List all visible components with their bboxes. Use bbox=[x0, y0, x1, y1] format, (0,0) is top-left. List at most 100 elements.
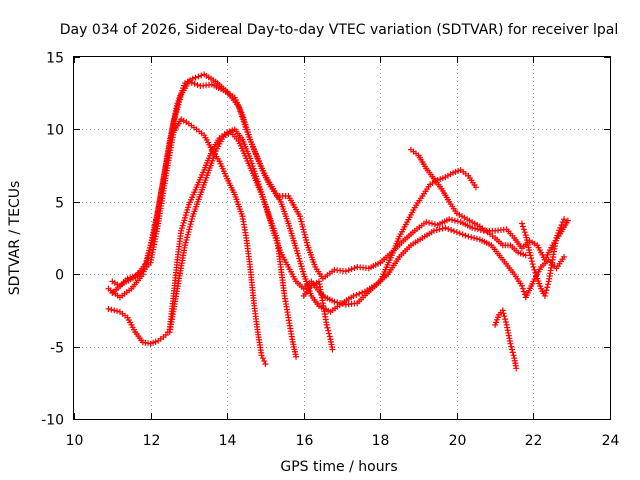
track-2-marker bbox=[192, 74, 199, 81]
track-8-marker bbox=[502, 316, 509, 323]
track-3-marker bbox=[108, 306, 115, 313]
track-2-point bbox=[469, 224, 476, 231]
track-3-point bbox=[105, 305, 112, 312]
track-2-marker bbox=[198, 72, 205, 79]
track-9-point bbox=[561, 216, 568, 223]
track-1-point bbox=[518, 282, 525, 289]
track-9-marker bbox=[529, 261, 536, 268]
track-1-marker bbox=[194, 81, 201, 88]
x-tick-label: 14 bbox=[219, 433, 237, 449]
track-5-point bbox=[182, 242, 189, 249]
track-2-point bbox=[189, 75, 196, 82]
axis-ticks: 10 12 14 16 18 20 22 24 -10 -5 0 5 10 15 bbox=[41, 51, 619, 450]
track-2-marker bbox=[298, 221, 305, 228]
track-9-marker bbox=[532, 269, 539, 276]
track-1-point bbox=[293, 245, 300, 252]
track-8-point bbox=[499, 307, 506, 314]
track-9-marker bbox=[528, 258, 535, 265]
track-3-marker bbox=[339, 300, 346, 307]
track-9-marker bbox=[521, 229, 528, 236]
track-6-marker bbox=[324, 324, 331, 331]
y-tick-label: 0 bbox=[55, 268, 64, 284]
track-2-marker bbox=[303, 239, 310, 246]
x-tick-label: 24 bbox=[602, 433, 620, 449]
track-9-marker bbox=[544, 281, 551, 288]
track-1-point bbox=[561, 253, 568, 260]
track-2-point bbox=[446, 216, 453, 223]
track-3-marker bbox=[184, 206, 191, 213]
track-2-marker bbox=[297, 215, 304, 222]
track-5-marker bbox=[188, 215, 195, 222]
track-1-marker bbox=[295, 252, 302, 259]
track-9-point bbox=[557, 224, 564, 231]
track-5-marker bbox=[188, 218, 195, 225]
track-1-marker bbox=[359, 289, 366, 296]
track-9-point bbox=[526, 249, 533, 256]
track-2-point bbox=[564, 217, 571, 224]
track-8-point bbox=[513, 365, 520, 372]
track-1-marker bbox=[298, 263, 305, 270]
data-points bbox=[105, 71, 571, 372]
track-8-marker bbox=[509, 349, 516, 356]
track-1-marker bbox=[294, 250, 301, 257]
track-5-marker bbox=[186, 226, 193, 233]
track-2-marker bbox=[345, 267, 352, 274]
y-axis-label: SDTVAR / TECUs bbox=[7, 181, 23, 296]
track-2-marker bbox=[449, 216, 456, 223]
track-5-marker bbox=[182, 239, 189, 246]
x-tick-label: 10 bbox=[66, 433, 84, 449]
track-2-point bbox=[423, 219, 430, 226]
track-3-marker bbox=[337, 300, 344, 307]
track-5-marker bbox=[186, 223, 193, 230]
track-3-point bbox=[178, 227, 185, 234]
track-1-marker bbox=[296, 258, 303, 265]
track-2-marker bbox=[302, 234, 309, 241]
track-1-marker bbox=[520, 288, 527, 295]
track-6-point bbox=[323, 321, 330, 328]
x-tick-label: 16 bbox=[296, 433, 314, 449]
track-5-point bbox=[293, 353, 300, 360]
track-1-point bbox=[350, 292, 357, 299]
track-1-point bbox=[430, 227, 437, 234]
track-2-marker bbox=[301, 231, 308, 238]
track-1-marker bbox=[356, 290, 363, 297]
track-9-marker bbox=[543, 287, 550, 294]
track-2-marker bbox=[351, 265, 358, 272]
track-2-marker bbox=[298, 218, 305, 225]
track-1-marker bbox=[519, 285, 526, 292]
x-tick-label: 20 bbox=[449, 433, 467, 449]
track-1-marker bbox=[445, 225, 452, 232]
track-3-point bbox=[473, 184, 479, 191]
track-6-marker bbox=[325, 330, 332, 337]
grid-lines bbox=[74, 57, 610, 419]
y-tick-label: 10 bbox=[46, 123, 64, 139]
track-9-marker bbox=[533, 272, 540, 279]
track-9-point bbox=[541, 292, 548, 299]
track-3-marker bbox=[185, 204, 192, 211]
x-tick-label: 12 bbox=[143, 433, 161, 449]
track-1-marker bbox=[462, 232, 469, 239]
y-tick-label: 15 bbox=[46, 51, 64, 67]
y-tick-label: -5 bbox=[50, 341, 64, 357]
track-1-marker bbox=[468, 234, 475, 241]
track-3-marker bbox=[114, 308, 121, 315]
track-9-marker bbox=[520, 226, 527, 233]
track-2-marker bbox=[348, 266, 355, 273]
track-1-marker bbox=[448, 227, 455, 234]
track-6-marker bbox=[326, 333, 333, 340]
track-3-marker bbox=[334, 299, 341, 306]
chart-title: Day 034 of 2026, Sidereal Day-to-day VTE… bbox=[60, 22, 618, 38]
track-2-marker bbox=[300, 226, 307, 233]
track-1-marker bbox=[299, 268, 306, 275]
track-1-marker bbox=[433, 227, 440, 234]
track-4-marker bbox=[261, 358, 268, 365]
track-9-marker bbox=[531, 266, 538, 273]
track-2-marker bbox=[301, 229, 308, 236]
track-1-marker bbox=[473, 235, 480, 242]
y-tick-label: -10 bbox=[41, 413, 64, 429]
y-tick-label: 5 bbox=[55, 196, 64, 212]
track-8-marker bbox=[510, 352, 517, 359]
track-1-marker bbox=[436, 226, 443, 233]
